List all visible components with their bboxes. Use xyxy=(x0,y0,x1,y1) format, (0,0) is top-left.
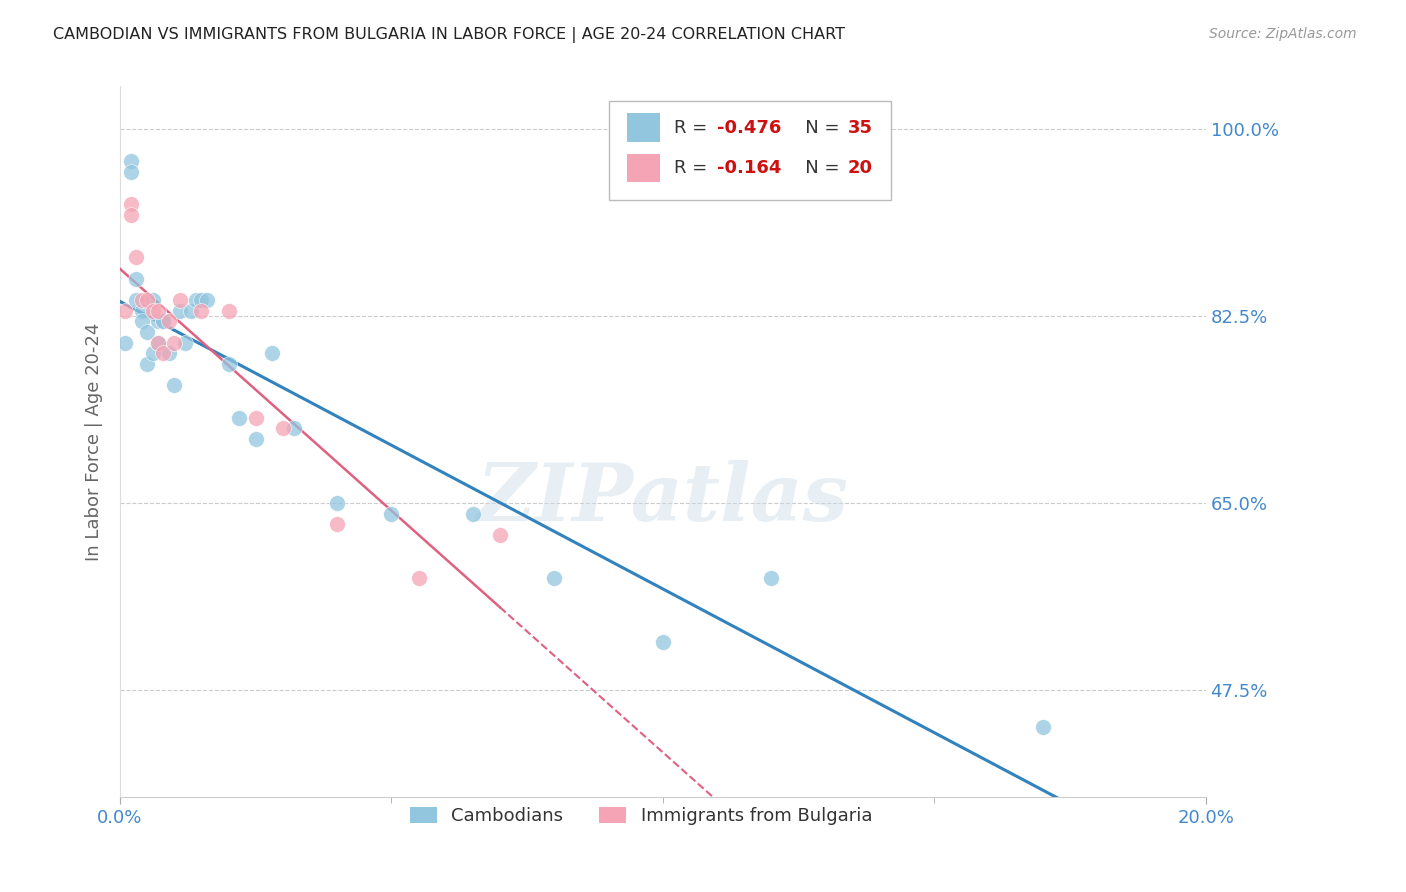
Point xyxy=(146,314,169,328)
Text: R =: R = xyxy=(673,159,713,177)
Text: N =: N = xyxy=(787,159,845,177)
Point xyxy=(146,303,169,318)
FancyBboxPatch shape xyxy=(627,113,659,142)
Point xyxy=(141,293,163,307)
Point xyxy=(125,250,148,264)
Legend: Cambodians, Immigrants from Bulgaria: Cambodians, Immigrants from Bulgaria xyxy=(401,797,882,834)
FancyBboxPatch shape xyxy=(627,153,659,182)
Point xyxy=(651,635,673,649)
Point xyxy=(543,571,565,585)
Point xyxy=(136,325,159,339)
Point xyxy=(120,208,142,222)
Point xyxy=(146,335,169,350)
Text: ZIPatlas: ZIPatlas xyxy=(477,459,849,537)
Point xyxy=(174,335,197,350)
Point xyxy=(271,421,294,435)
Point xyxy=(120,165,142,179)
Point xyxy=(326,496,349,510)
Text: -0.164: -0.164 xyxy=(717,159,782,177)
Point xyxy=(218,303,240,318)
Point xyxy=(461,507,484,521)
Point xyxy=(131,303,153,318)
Point xyxy=(131,314,153,328)
Point xyxy=(120,197,142,211)
Point xyxy=(218,357,240,371)
Text: Source: ZipAtlas.com: Source: ZipAtlas.com xyxy=(1209,27,1357,41)
Point xyxy=(1032,720,1054,734)
Point xyxy=(152,314,174,328)
Point xyxy=(245,432,267,446)
Text: -0.476: -0.476 xyxy=(717,119,782,136)
Point xyxy=(114,335,136,350)
Point xyxy=(408,571,430,585)
Point xyxy=(125,271,148,285)
Point xyxy=(190,303,212,318)
Y-axis label: In Labor Force | Age 20-24: In Labor Force | Age 20-24 xyxy=(86,322,103,561)
Point xyxy=(141,346,163,360)
Point xyxy=(184,293,207,307)
Point xyxy=(131,293,153,307)
Point xyxy=(245,410,267,425)
Point xyxy=(489,528,512,542)
Point xyxy=(152,314,174,328)
Text: 35: 35 xyxy=(848,119,872,136)
Point xyxy=(146,335,169,350)
Text: 20: 20 xyxy=(848,159,872,177)
Point xyxy=(125,293,148,307)
Point xyxy=(157,314,180,328)
Point xyxy=(141,303,163,318)
Point xyxy=(169,303,191,318)
Point xyxy=(761,571,783,585)
Point xyxy=(380,507,402,521)
Point xyxy=(136,293,159,307)
Point xyxy=(136,357,159,371)
Point xyxy=(169,293,191,307)
Point xyxy=(260,346,283,360)
Point xyxy=(195,293,218,307)
Point xyxy=(120,154,142,169)
Text: CAMBODIAN VS IMMIGRANTS FROM BULGARIA IN LABOR FORCE | AGE 20-24 CORRELATION CHA: CAMBODIAN VS IMMIGRANTS FROM BULGARIA IN… xyxy=(53,27,845,43)
Point xyxy=(180,303,202,318)
Point xyxy=(152,346,174,360)
Point xyxy=(190,293,212,307)
Point xyxy=(163,335,186,350)
Point xyxy=(157,346,180,360)
Point xyxy=(283,421,305,435)
Point xyxy=(326,517,349,532)
Text: R =: R = xyxy=(673,119,713,136)
Point xyxy=(163,378,186,392)
Text: N =: N = xyxy=(787,119,845,136)
Point xyxy=(114,303,136,318)
FancyBboxPatch shape xyxy=(609,101,891,200)
Point xyxy=(228,410,250,425)
